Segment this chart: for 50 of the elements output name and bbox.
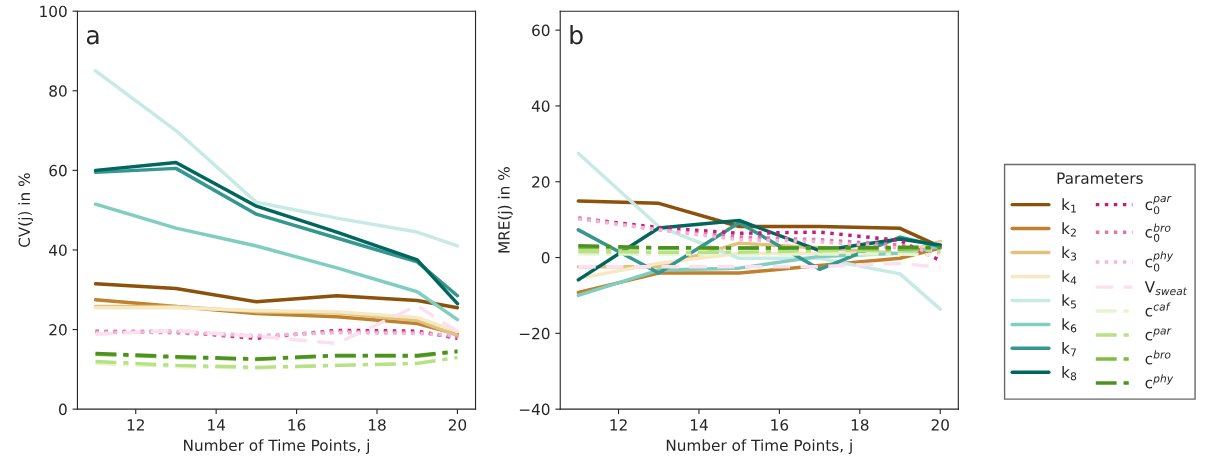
legend-label: k$_{1}$ xyxy=(1062,198,1076,213)
line-series xyxy=(93,355,460,370)
x-tick-label: 18 xyxy=(851,419,869,431)
legend-label: c$^{phy}$$_{0}$ xyxy=(1145,251,1174,272)
line-series xyxy=(93,202,460,322)
x-tick-label: 20 xyxy=(448,419,467,431)
x-axis-title: Number of Time Points, j xyxy=(666,439,852,454)
line-series xyxy=(93,69,460,248)
legend-label: V$_{sweat}$ xyxy=(1144,281,1188,296)
y-tick-label: 60 xyxy=(532,24,550,37)
legend-label: c$^{caf}$ xyxy=(1145,302,1171,317)
x-tick-label: 16 xyxy=(771,419,789,431)
legend-label: k$_{3}$ xyxy=(1062,246,1077,261)
x-tick-label: 16 xyxy=(288,419,306,431)
legend-label: c$^{par}$$_{0}$ xyxy=(1145,196,1172,215)
legend-label: k$_{2}$ xyxy=(1062,222,1076,237)
y-tick-label: 80 xyxy=(49,85,67,97)
legend-label: c$^{bro}$ xyxy=(1145,350,1171,365)
y-tick-label: 100 xyxy=(40,5,67,18)
x-axis-title: Number of Time Points, j xyxy=(184,439,369,454)
x-tick-label: 12 xyxy=(610,419,627,431)
y-tick-label: 20 xyxy=(532,176,550,188)
y-tick-label: 40 xyxy=(531,100,550,112)
x-tick-label: 14 xyxy=(208,419,226,431)
y-axis-title: CV(j) in % xyxy=(18,173,33,248)
y-tick-label: 60 xyxy=(49,164,67,177)
y-tick-label: −40 xyxy=(519,403,550,416)
legend-label: c$^{par}$ xyxy=(1145,328,1172,341)
line-series xyxy=(93,282,460,310)
annotation: b xyxy=(570,25,583,45)
y-tick-label: 0 xyxy=(59,403,67,416)
legend-title: Parameters xyxy=(1057,172,1143,184)
x-tick-label: 20 xyxy=(931,419,949,431)
x-tick-label: 18 xyxy=(368,419,386,431)
y-tick-label: 20 xyxy=(49,324,67,336)
legend-label: k$_{6}$ xyxy=(1062,318,1077,333)
y-tick-label: −20 xyxy=(519,327,550,340)
y-tick-label: 40 xyxy=(49,244,67,256)
x-tick-label: 14 xyxy=(690,419,708,431)
legend-label: k$_{5}$ xyxy=(1062,294,1076,309)
legend-label: c$^{phy}$ xyxy=(1145,374,1174,389)
legend-label: k$_{8}$ xyxy=(1062,366,1077,381)
annotation: a xyxy=(86,30,99,45)
legend-label: c$^{bro}$$_{0}$ xyxy=(1145,223,1171,242)
legend-label: k$_{4}$ xyxy=(1062,270,1077,285)
y-tick-label: 0 xyxy=(541,252,550,264)
legend-label: k$_{7}$ xyxy=(1062,342,1076,357)
line-series xyxy=(93,303,460,346)
x-tick-label: 12 xyxy=(127,419,144,431)
y-axis-title: MRE(j) in % xyxy=(497,167,513,253)
